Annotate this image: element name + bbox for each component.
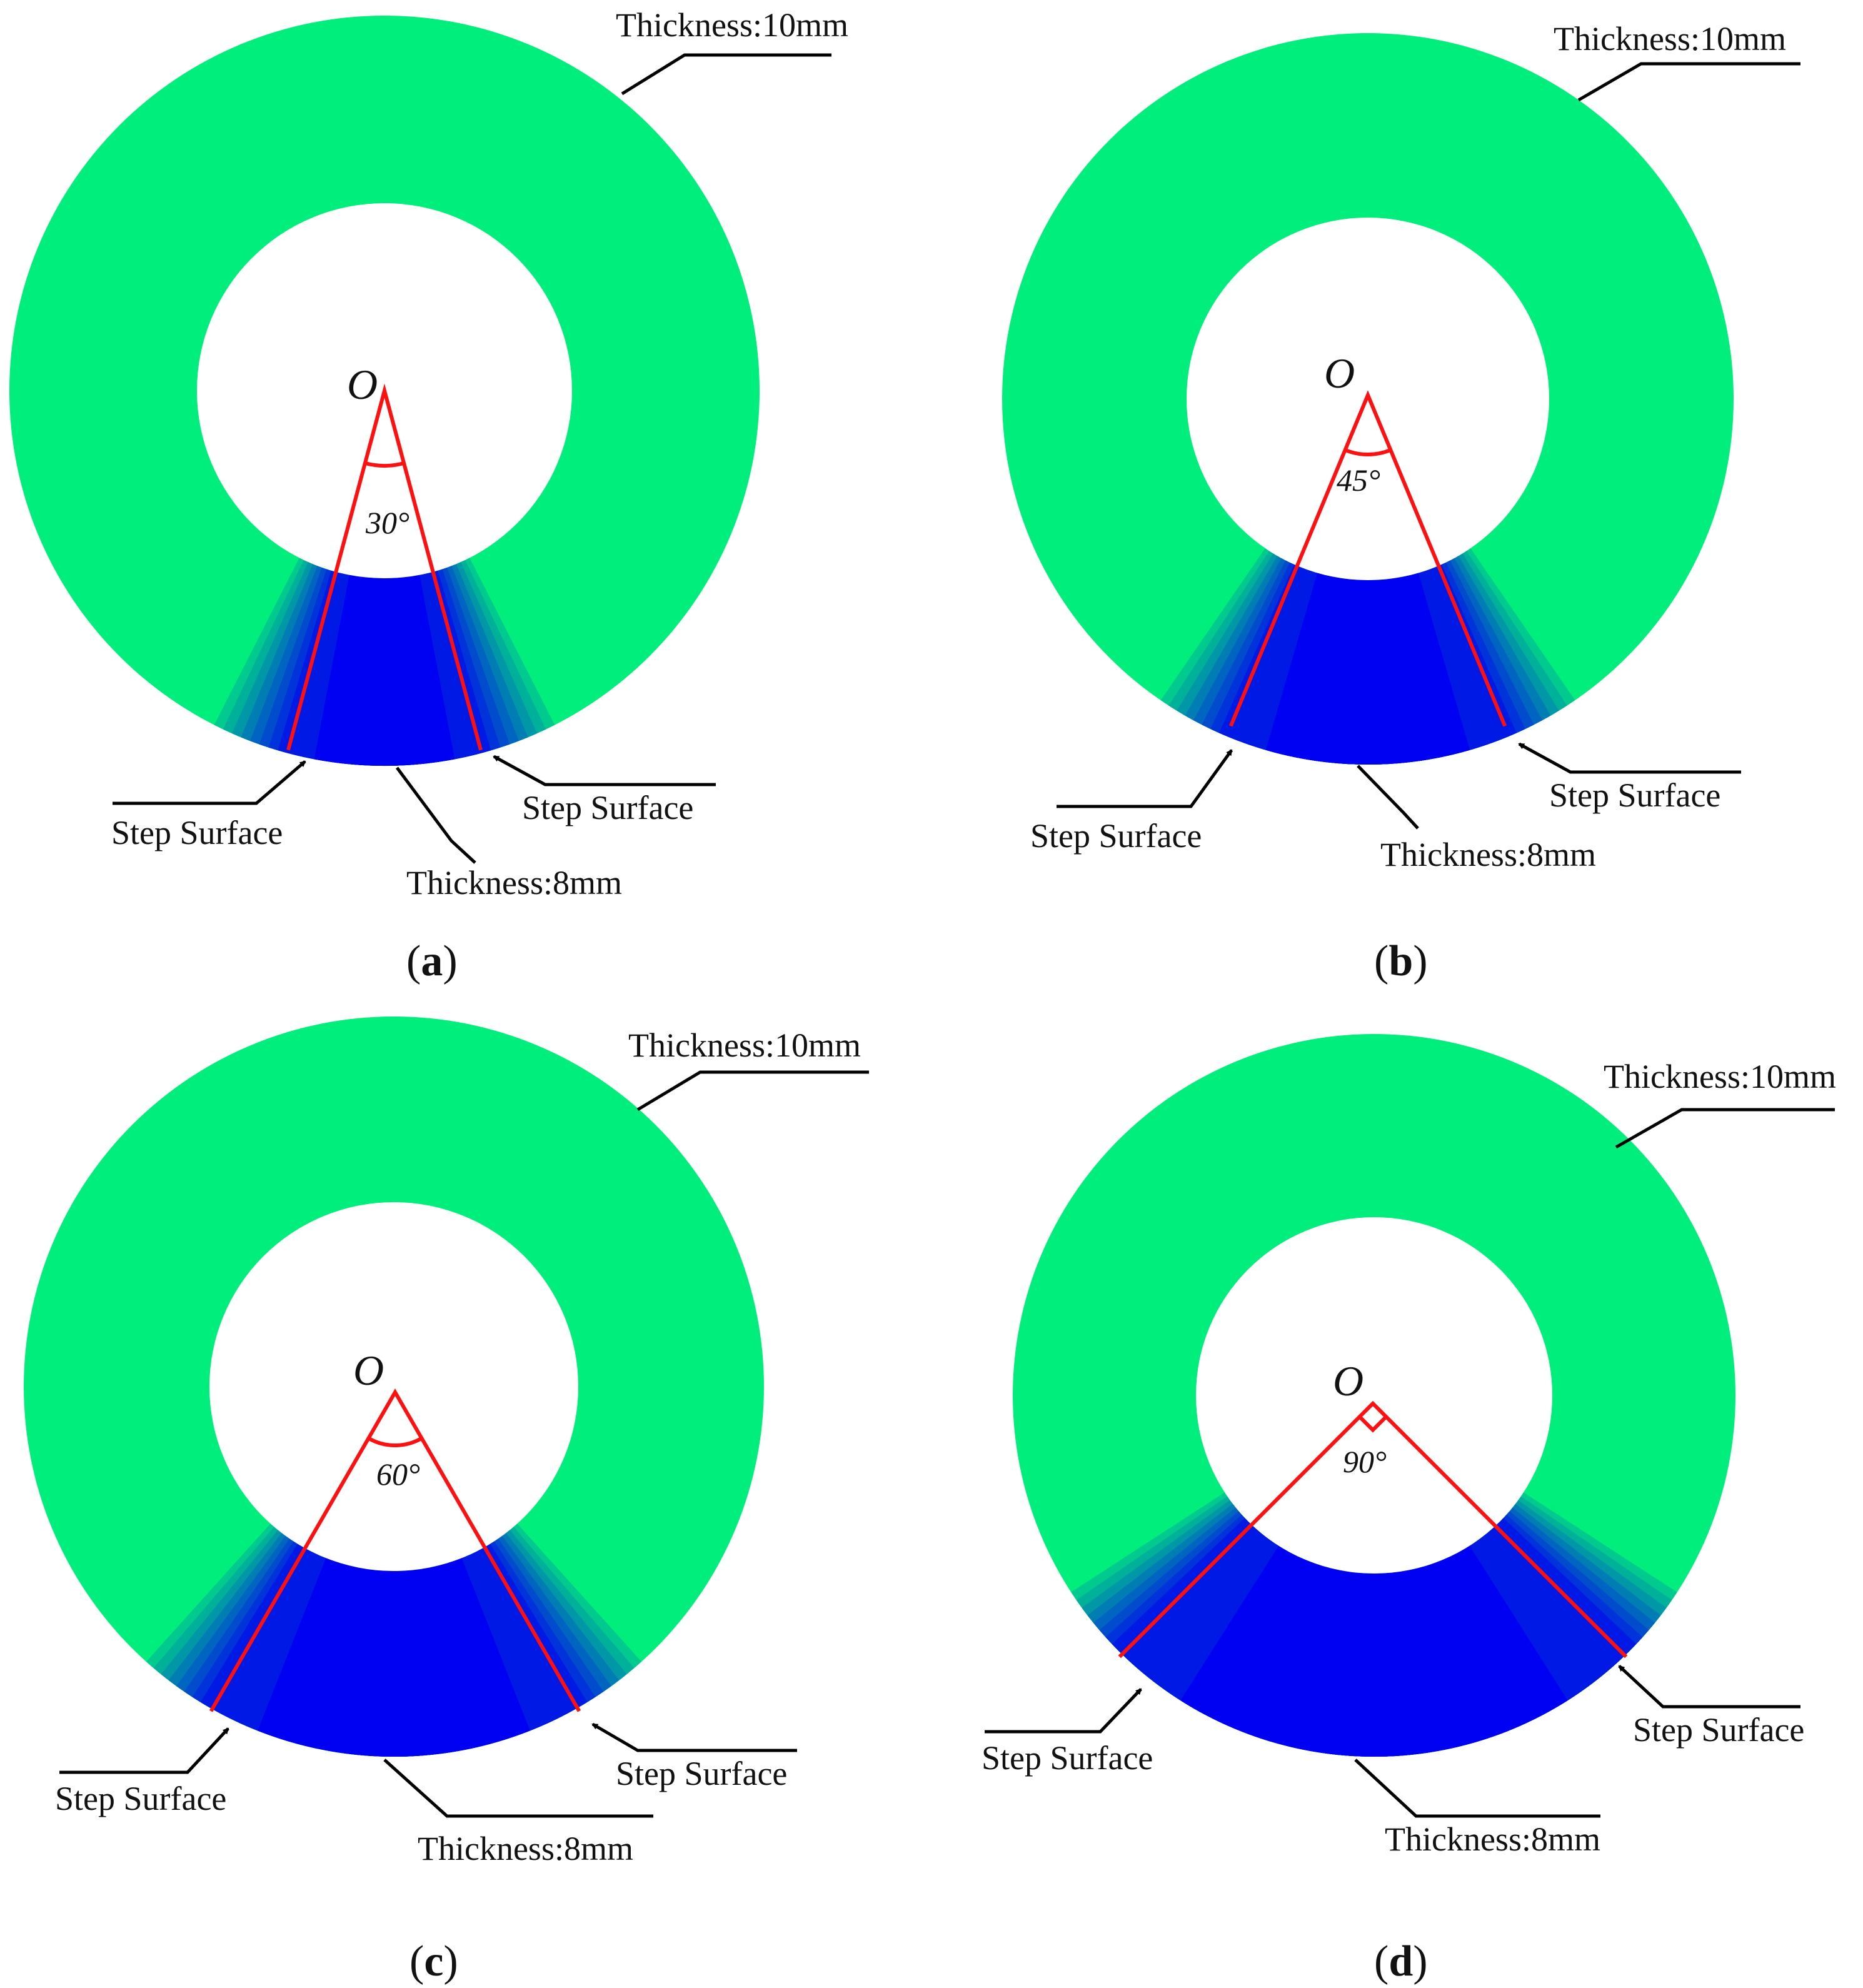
leader-step-right: [1618, 1665, 1800, 1709]
panel-tag: (b): [1374, 937, 1428, 985]
origin-label: O: [353, 1347, 384, 1394]
step-surface-label-left: Step Surface: [55, 1780, 226, 1817]
step-surface-label-right: Step Surface: [522, 789, 693, 826]
panel-tag: (d): [1374, 1937, 1428, 1985]
thin-section-label: Thickness:8mm: [418, 1830, 633, 1867]
step-boundary-lines: [1118, 1400, 1628, 1659]
leader-thick-section: [621, 53, 831, 96]
transition-gradient: [1071, 1492, 1677, 1757]
panel-b: O 45° Thickness:10mm Step Surface Step S…: [1002, 20, 1800, 985]
leader-step-left: [113, 760, 306, 805]
transition-gradient: [146, 1524, 642, 1757]
origin-label: O: [1324, 349, 1355, 397]
panel-d: O 90° Thickness:10mm Step Surface Step S…: [982, 1034, 1836, 1985]
leader-thin-section: [395, 766, 476, 864]
leader-step-right: [493, 755, 716, 786]
leader-thin-section: [1354, 1759, 1600, 1818]
leader-thin-section: [383, 1759, 653, 1818]
step-surface-label-right: Step Surface: [616, 1755, 787, 1792]
angle-label: 30°: [365, 505, 409, 540]
thin-section-label: Thickness:8mm: [406, 864, 622, 901]
thin-section-label: Thickness:8mm: [1380, 836, 1596, 873]
angle-lines: [1228, 390, 1507, 727]
ring-inner-hole: [1196, 1217, 1552, 1574]
transition-gradient: [214, 558, 555, 766]
leader-step-left: [1057, 749, 1233, 808]
panel-c: O 60° Thickness:10mm Step Surface Step S…: [24, 1017, 869, 1985]
angle-lines: [1118, 1400, 1628, 1659]
leader-step-right: [1518, 742, 1741, 774]
angle-arc: [364, 461, 404, 468]
thin-wall-sector: [314, 575, 455, 766]
leader-thick-section: [1615, 1108, 1835, 1149]
thin-wall-sector: [1180, 1545, 1568, 1757]
step-boundary-lines: [209, 1388, 581, 1712]
angle-lines: [286, 383, 483, 751]
leader-thick-section: [636, 1070, 869, 1112]
step-surface-label-right: Step Surface: [1633, 1711, 1804, 1749]
step-surface-label-left: Step Surface: [1030, 817, 1202, 855]
step-surface-label-left: Step Surface: [982, 1739, 1153, 1777]
origin-label: O: [1333, 1357, 1363, 1405]
leader-step-left: [985, 1688, 1142, 1734]
angle-arc: [1344, 448, 1392, 456]
thick-section-label: Thickness:10mm: [1604, 1058, 1836, 1095]
angle-arc: [368, 1436, 423, 1447]
ring-inner-hole: [209, 1202, 578, 1571]
panel-tag: (c): [409, 1937, 458, 1985]
angle-label: 60°: [376, 1457, 420, 1492]
thin-section-label: Thickness:8mm: [1385, 1820, 1600, 1858]
thin-wall-sector: [1265, 573, 1470, 765]
angle-lines: [209, 1388, 581, 1712]
angle-arc: [1358, 1415, 1388, 1433]
leader-step-right: [591, 1722, 797, 1752]
thick-section-label: Thickness:10mm: [1554, 20, 1786, 58]
leader-thick-section: [1577, 62, 1800, 102]
step-surface-label-left: Step Surface: [111, 814, 283, 851]
step-boundary-lines: [286, 383, 483, 751]
step-surface-label-right: Step Surface: [1549, 776, 1720, 814]
angle-label: 90°: [1343, 1444, 1387, 1479]
leader-step-left: [59, 1727, 229, 1774]
leader-thin-section: [1357, 765, 1419, 830]
panel-a: O 30° Thickness:10mm Step Surface Step S…: [9, 6, 848, 985]
origin-label: O: [347, 361, 378, 408]
panel-tag: (a): [406, 937, 458, 985]
step-boundary-lines: [1228, 390, 1507, 727]
thin-wall-sector: [258, 1558, 530, 1757]
angle-label: 45°: [1337, 463, 1380, 498]
thick-section-label: Thickness:10mm: [628, 1027, 861, 1064]
thick-section-label: Thickness:10mm: [616, 6, 848, 44]
